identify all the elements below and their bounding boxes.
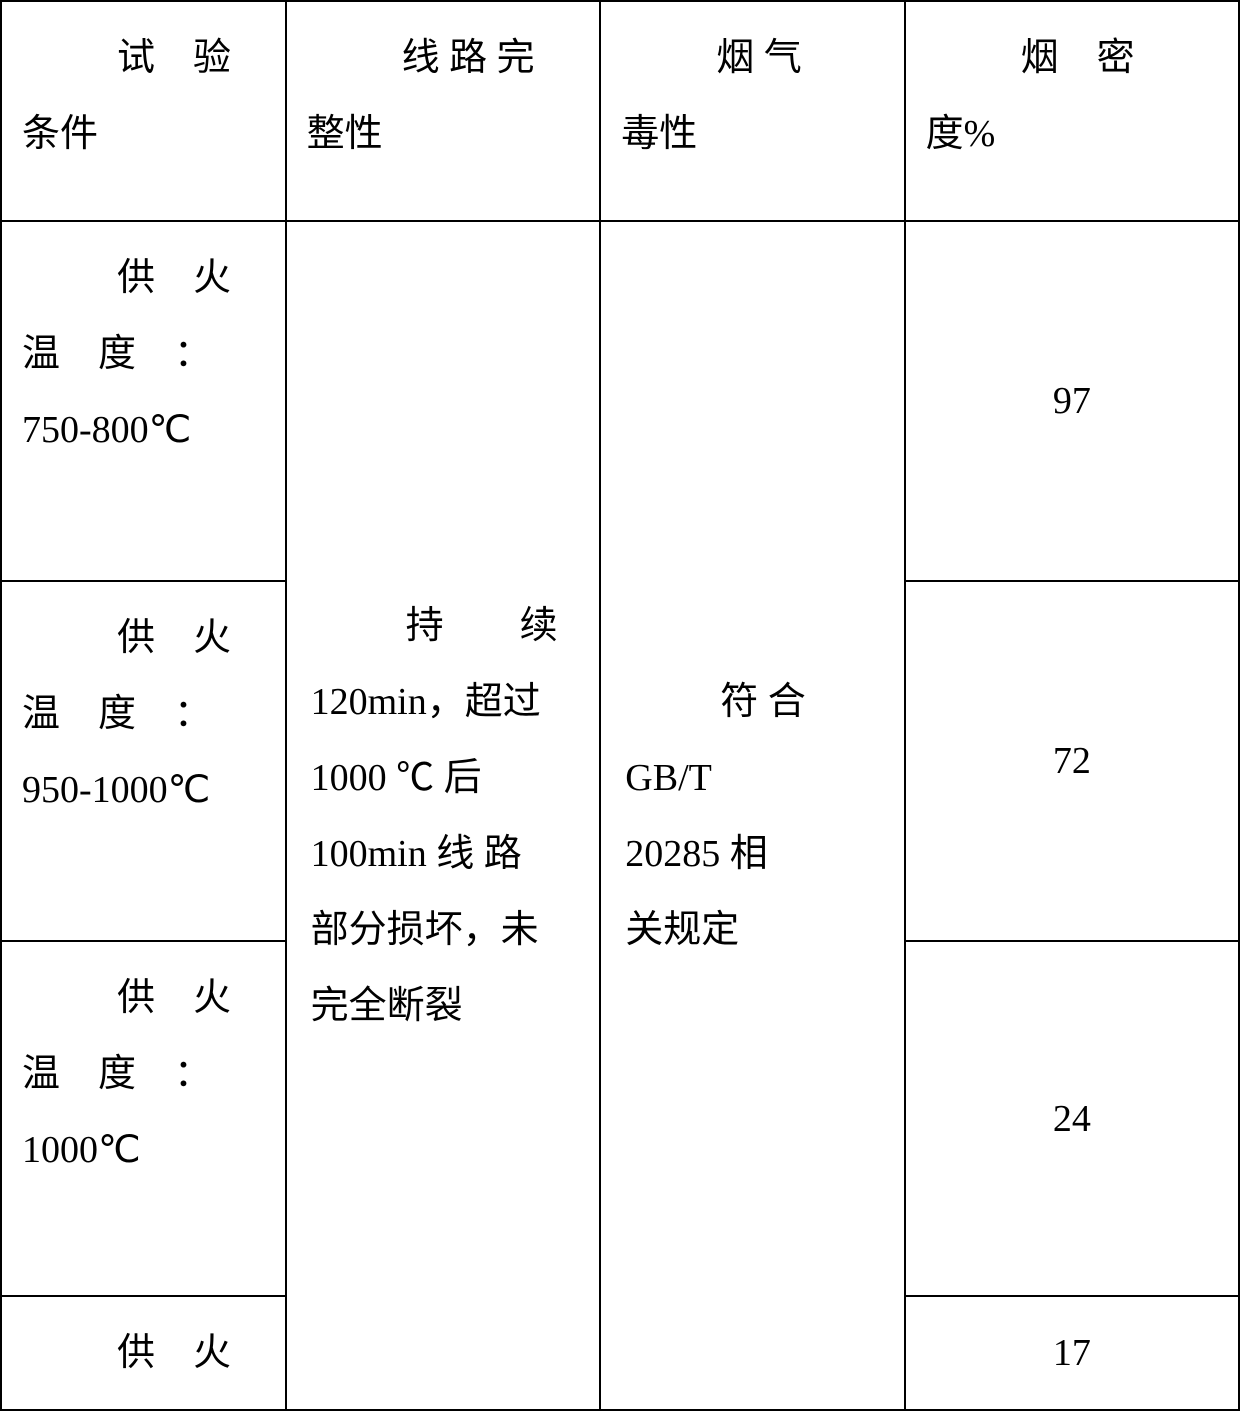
header-col1-line1: 试 验 — [22, 20, 265, 96]
cell-r4-density: 17 — [905, 1296, 1239, 1410]
r4-col1-line1: 供 火 — [22, 1315, 265, 1391]
cell-r2-conditions: 供 火 温 度 ： 950-1000℃ — [1, 581, 286, 941]
cell-merged-integrity: 持 续 120min，超过 1000 ℃ 后 100min 线 路 部分损坏，未… — [286, 221, 601, 1410]
header-col2-line2: 整性 — [307, 96, 580, 172]
header-col3-line1: 烟 气 — [621, 20, 883, 96]
header-col2-line1: 线 路 完 — [307, 20, 580, 96]
r3-col1-line1: 供 火 — [22, 960, 265, 1036]
merged-col3-line4: 关规定 — [625, 892, 879, 968]
header-row: 试 验 条件 线 路 完 整性 烟 气 毒性 烟 密 度% — [1, 1, 1239, 221]
merged-col2-line5: 部分损坏，未 — [311, 892, 576, 968]
header-smoke-density: 烟 密 度% — [905, 1, 1239, 221]
header-circuit-integrity: 线 路 完 整性 — [286, 1, 601, 221]
r2-col1-line3: 950-1000℃ — [22, 752, 265, 828]
header-col4-line1: 烟 密 — [926, 20, 1218, 96]
merged-col2-line3: 1000 ℃ 后 — [311, 740, 576, 816]
cell-r1-density: 97 — [905, 221, 1239, 581]
data-row-1: 供 火 温 度 ： 750-800℃ 持 续 120min，超过 1000 ℃ … — [1, 221, 1239, 581]
r2-col1-line1: 供 火 — [22, 600, 265, 676]
r2-col1-line2: 温 度 ： — [22, 676, 265, 752]
header-col1-line2: 条件 — [22, 96, 265, 172]
merged-col3-line3: 20285 相 — [625, 816, 879, 892]
header-smoke-toxicity: 烟 气 毒性 — [600, 1, 904, 221]
cell-r3-conditions: 供 火 温 度 ： 1000℃ — [1, 941, 286, 1296]
header-col4-line2: 度% — [926, 96, 1218, 172]
r3-col1-line2: 温 度 ： — [22, 1036, 265, 1112]
r1-col1-line3: 750-800℃ — [22, 392, 265, 468]
cell-r4-conditions: 供 火 — [1, 1296, 286, 1410]
r2-density-value: 72 — [906, 582, 1238, 940]
r1-col1-line2: 温 度 ： — [22, 316, 265, 392]
cell-r3-density: 24 — [905, 941, 1239, 1296]
merged-col2-line4: 100min 线 路 — [311, 816, 576, 892]
cell-merged-toxicity: 符 合 GB/T 20285 相 关规定 — [600, 221, 904, 1410]
cell-r1-conditions: 供 火 温 度 ： 750-800℃ — [1, 221, 286, 581]
merged-col2-line6: 完全断裂 — [311, 968, 576, 1044]
r3-col1-line3: 1000℃ — [22, 1112, 265, 1188]
merged-col3-line2: GB/T — [625, 740, 879, 816]
r3-density-value: 24 — [906, 942, 1238, 1295]
fire-test-table: 试 验 条件 线 路 完 整性 烟 气 毒性 烟 密 度% 供 火 — [0, 0, 1240, 1411]
r1-col1-line1: 供 火 — [22, 240, 265, 316]
r4-density-value: 17 — [906, 1297, 1238, 1409]
merged-col2-line2: 120min，超过 — [311, 664, 576, 740]
cell-r2-density: 72 — [905, 581, 1239, 941]
header-test-conditions: 试 验 条件 — [1, 1, 286, 221]
r1-density-value: 97 — [906, 222, 1238, 580]
header-col3-line2: 毒性 — [621, 96, 883, 172]
merged-col3-line1: 符 合 — [625, 664, 879, 740]
merged-col2-line1: 持 续 — [311, 588, 576, 664]
